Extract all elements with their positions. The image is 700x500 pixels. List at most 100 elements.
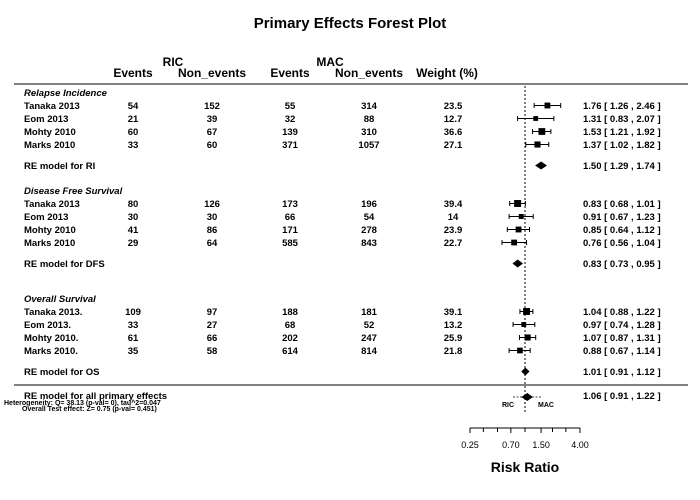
ci-text: 1.04 [ 0.88 , 1.22 ] (583, 307, 661, 318)
overall-diamond (521, 393, 533, 401)
ric-non-events-value: 67 (207, 127, 218, 138)
section-header: Disease Free Survival (24, 186, 123, 197)
overall-label: RE model for all primary effects (24, 391, 167, 402)
ric-non-events-value: 97 (207, 307, 218, 318)
mac-non-events-value: 278 (361, 225, 377, 236)
point-estimate (523, 308, 531, 315)
mac-events-value: 371 (282, 140, 299, 151)
weight-value: 21.8 (444, 346, 463, 357)
study-label: Tanaka 2013. (24, 307, 82, 318)
test-effect-text: Overall Test effect: Z= 0.75 (p-val= 0.4… (22, 406, 157, 413)
ci-text: 0.88 [ 0.67 , 1.14 ] (583, 346, 661, 357)
point-estimate (544, 102, 551, 109)
summary-label: RE model for RI (24, 161, 95, 172)
study-label: Marks 2010 (24, 140, 75, 151)
ric-events-value: 30 (128, 212, 139, 223)
x-tick-label: 0.70 (502, 440, 520, 450)
study-label: Mohty 2010. (24, 333, 78, 344)
mac-non-events-value: 314 (361, 101, 378, 112)
study-label: Tanaka 2013 (24, 101, 80, 112)
mac-non-events-value: 843 (361, 238, 377, 249)
column-header-weight: Weight (%) (416, 66, 478, 80)
mac-non-events-value: 310 (361, 127, 377, 138)
study-label: Mohty 2010 (24, 127, 76, 138)
ric-non-events-value: 64 (207, 238, 218, 249)
ci-text: 0.85 [ 0.64 , 1.12 ] (583, 225, 661, 236)
weight-value: 13.2 (444, 320, 463, 331)
weight-value: 14 (448, 212, 459, 223)
ci-text: 1.07 [ 0.87 , 1.31 ] (583, 333, 661, 344)
column-header-ric-events: Events (113, 66, 153, 80)
weight-value: 23.9 (444, 225, 463, 236)
study-label: Marks 2010. (24, 346, 78, 357)
ric-events-value: 33 (128, 140, 139, 151)
point-estimate (533, 116, 539, 121)
mac-events-value: 173 (282, 199, 298, 210)
ric-non-events-value: 39 (207, 114, 218, 125)
study-label: Marks 2010 (24, 238, 75, 249)
section-header: Overall Survival (24, 294, 96, 305)
point-estimate (517, 347, 523, 354)
mac-non-events-value: 52 (364, 320, 375, 331)
ci-text: 0.97 [ 0.74 , 1.28 ] (583, 320, 661, 331)
ci-text: 0.91 [ 0.67 , 1.23 ] (583, 212, 661, 223)
weight-value: 25.9 (444, 333, 463, 344)
mac-events-value: 202 (282, 333, 298, 344)
ric-non-events-value: 58 (207, 346, 218, 357)
column-header-ric-non-events: Non_events (178, 66, 246, 80)
mac-events-value: 68 (285, 320, 296, 331)
ci-text: 1.76 [ 1.26 , 2.46 ] (583, 101, 661, 112)
direction-label-ric: RIC (502, 402, 514, 409)
section-header: Relapse Incidence (24, 88, 108, 99)
mac-events-value: 614 (282, 346, 299, 357)
point-estimate (518, 214, 524, 219)
mac-events-value: 188 (282, 307, 298, 318)
ci-text: 0.83 [ 0.68 , 1.01 ] (583, 199, 661, 210)
study-label: Eom 2013 (24, 114, 68, 125)
mac-events-value: 139 (282, 127, 298, 138)
mac-events-value: 32 (285, 114, 296, 125)
x-tick-label: 0.25 (461, 440, 479, 450)
ric-non-events-value: 152 (204, 101, 220, 112)
direction-label-mac: MAC (538, 402, 554, 409)
point-estimate (524, 334, 531, 341)
point-estimate (538, 128, 546, 135)
weight-value: 27.1 (444, 140, 463, 151)
ric-non-events-value: 60 (207, 140, 218, 151)
ric-events-value: 60 (128, 127, 139, 138)
x-axis-label: Risk Ratio (491, 459, 559, 475)
weight-value: 22.7 (444, 238, 463, 249)
summary-label: RE model for OS (24, 367, 99, 378)
study-label: Mohty 2010 (24, 225, 76, 236)
summary-label: RE model for DFS (24, 259, 105, 270)
ric-events-value: 21 (128, 114, 139, 125)
point-estimate (515, 226, 522, 233)
ric-events-value: 33 (128, 320, 139, 331)
summary-diamond (521, 367, 530, 376)
ric-non-events-value: 30 (207, 212, 218, 223)
ric-events-value: 35 (128, 346, 139, 357)
summary-ci-text: 1.01 [ 0.91 , 1.12 ] (583, 367, 661, 378)
ric-non-events-value: 66 (207, 333, 218, 344)
overall-ci-text: 1.06 [ 0.91 , 1.22 ] (583, 391, 661, 402)
weight-value: 12.7 (444, 114, 463, 125)
study-label: Eom 2013. (24, 320, 71, 331)
ric-events-value: 61 (128, 333, 139, 344)
summary-diamond (512, 259, 523, 268)
ric-events-value: 109 (125, 307, 141, 318)
column-header-mac-events: Events (270, 66, 310, 80)
ci-text: 0.76 [ 0.56 , 1.04 ] (583, 238, 661, 249)
mac-non-events-value: 814 (361, 346, 378, 357)
weight-value: 23.5 (444, 101, 463, 112)
mac-events-value: 585 (282, 238, 299, 249)
point-estimate (534, 141, 541, 148)
point-estimate (514, 200, 522, 207)
ric-events-value: 41 (128, 225, 139, 236)
ci-text: 1.31 [ 0.83 , 2.07 ] (583, 114, 661, 125)
ci-text: 1.53 [ 1.21 , 1.92 ] (583, 127, 661, 138)
mac-non-events-value: 247 (361, 333, 377, 344)
mac-non-events-value: 196 (361, 199, 377, 210)
x-tick-label: 1.50 (532, 440, 550, 450)
group-header-ric: RIC (163, 55, 184, 69)
